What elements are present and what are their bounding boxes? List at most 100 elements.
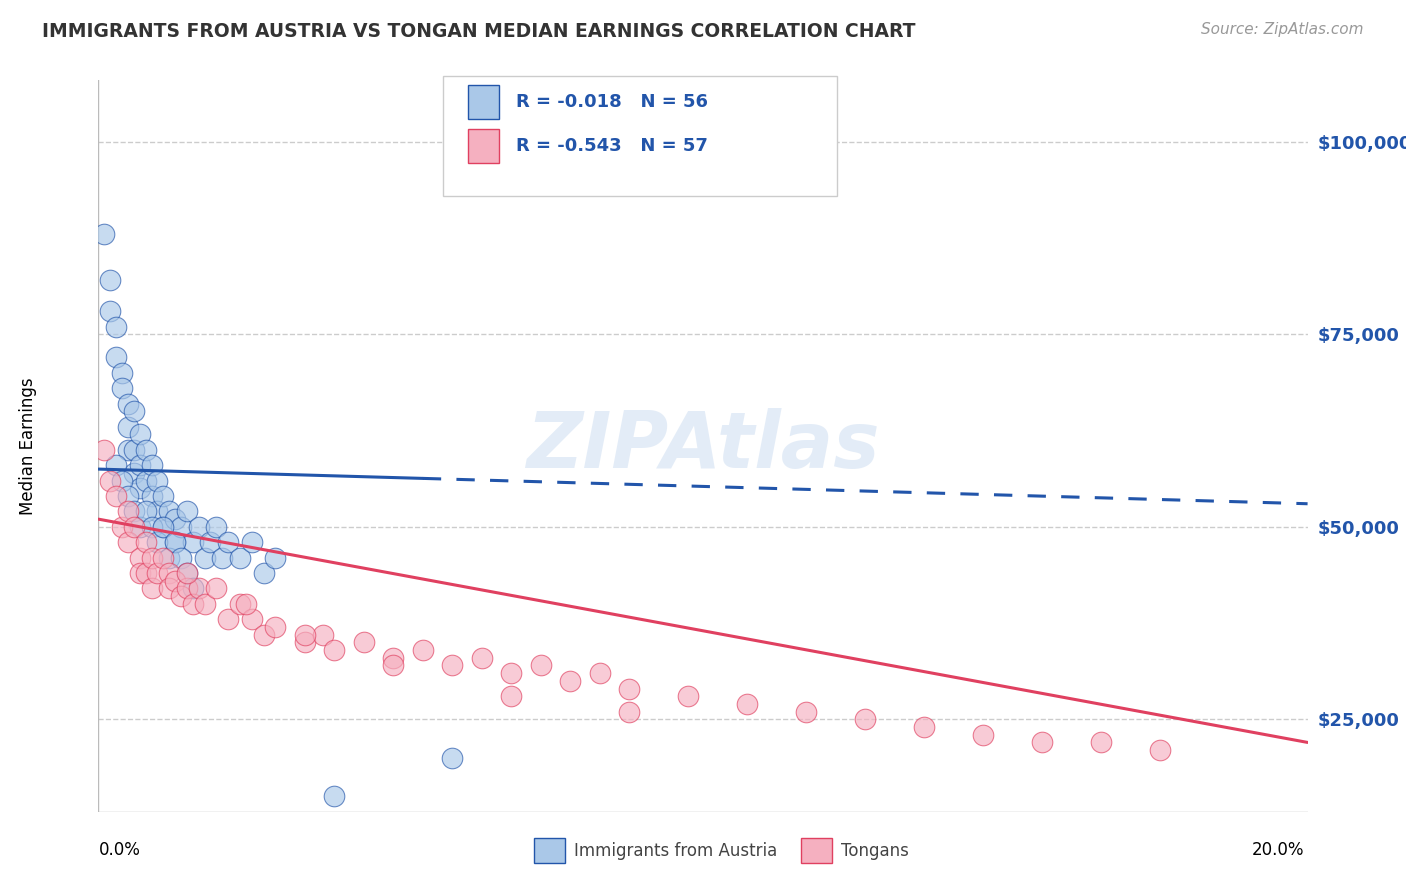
- Point: [128, 427, 150, 442]
- Point: [353, 635, 375, 649]
- Point: [229, 597, 252, 611]
- Point: [294, 627, 316, 641]
- Point: [1149, 743, 1171, 757]
- Point: [122, 404, 145, 418]
- Point: [135, 535, 157, 549]
- Point: [211, 550, 233, 565]
- Point: [98, 304, 121, 318]
- Point: [441, 658, 464, 673]
- Point: [157, 550, 180, 565]
- Point: [93, 227, 115, 242]
- Point: [412, 643, 434, 657]
- Point: [229, 550, 252, 565]
- Point: [98, 474, 121, 488]
- Point: [157, 566, 180, 580]
- Point: [217, 612, 239, 626]
- Point: [252, 566, 274, 580]
- Point: [128, 566, 150, 580]
- Point: [165, 574, 187, 588]
- Text: Median Earnings: Median Earnings: [18, 377, 37, 515]
- Point: [122, 520, 145, 534]
- Point: [111, 520, 134, 534]
- Point: [170, 520, 193, 534]
- Text: R = -0.018   N = 56: R = -0.018 N = 56: [516, 93, 709, 111]
- Point: [264, 550, 287, 565]
- Point: [323, 789, 346, 804]
- Point: [146, 504, 169, 518]
- Text: IMMIGRANTS FROM AUSTRIA VS TONGAN MEDIAN EARNINGS CORRELATION CHART: IMMIGRANTS FROM AUSTRIA VS TONGAN MEDIAN…: [42, 22, 915, 41]
- Point: [117, 419, 139, 434]
- Point: [853, 712, 876, 726]
- Text: Immigrants from Austria: Immigrants from Austria: [574, 842, 778, 860]
- Point: [135, 442, 157, 457]
- Point: [471, 650, 494, 665]
- Point: [117, 442, 139, 457]
- Point: [382, 658, 405, 673]
- Point: [152, 489, 174, 503]
- Point: [105, 319, 128, 334]
- Point: [294, 635, 316, 649]
- Point: [93, 442, 115, 457]
- Point: [240, 535, 263, 549]
- Point: [135, 474, 157, 488]
- Point: [972, 728, 994, 742]
- Point: [794, 705, 817, 719]
- Point: [200, 535, 222, 549]
- Point: [105, 489, 128, 503]
- Point: [111, 366, 134, 380]
- Point: [176, 504, 198, 518]
- Point: [157, 582, 180, 596]
- Point: [146, 474, 169, 488]
- Point: [264, 620, 287, 634]
- Point: [128, 481, 150, 495]
- Point: [135, 504, 157, 518]
- Point: [146, 535, 169, 549]
- Text: R = -0.543   N = 57: R = -0.543 N = 57: [516, 137, 707, 155]
- Point: [152, 520, 174, 534]
- Point: [117, 397, 139, 411]
- Point: [912, 720, 935, 734]
- Point: [117, 535, 139, 549]
- Point: [165, 535, 187, 549]
- Point: [187, 520, 209, 534]
- Point: [157, 504, 180, 518]
- Point: [194, 597, 217, 611]
- Point: [194, 550, 217, 565]
- Point: [619, 681, 641, 696]
- Text: ZIPAtlas: ZIPAtlas: [526, 408, 880, 484]
- Point: [152, 550, 174, 565]
- Point: [382, 650, 405, 665]
- Point: [240, 612, 263, 626]
- Point: [141, 582, 163, 596]
- Point: [128, 458, 150, 473]
- Point: [152, 520, 174, 534]
- Point: [141, 489, 163, 503]
- Point: [117, 504, 139, 518]
- Point: [235, 597, 257, 611]
- Point: [1031, 735, 1053, 749]
- Point: [146, 566, 169, 580]
- Point: [560, 673, 582, 688]
- Point: [111, 381, 134, 395]
- Point: [181, 535, 204, 549]
- Point: [122, 466, 145, 480]
- Text: Source: ZipAtlas.com: Source: ZipAtlas.com: [1201, 22, 1364, 37]
- Point: [105, 351, 128, 365]
- Point: [678, 690, 700, 704]
- Point: [176, 566, 198, 580]
- Point: [170, 589, 193, 603]
- Point: [141, 458, 163, 473]
- Point: [205, 582, 228, 596]
- Point: [619, 705, 641, 719]
- Point: [141, 550, 163, 565]
- Point: [117, 489, 139, 503]
- Point: [170, 550, 193, 565]
- Point: [323, 643, 346, 657]
- Point: [501, 690, 523, 704]
- Point: [176, 582, 198, 596]
- Point: [252, 627, 274, 641]
- Point: [111, 474, 134, 488]
- Text: 0.0%: 0.0%: [98, 841, 141, 859]
- Point: [187, 582, 209, 596]
- Point: [530, 658, 553, 673]
